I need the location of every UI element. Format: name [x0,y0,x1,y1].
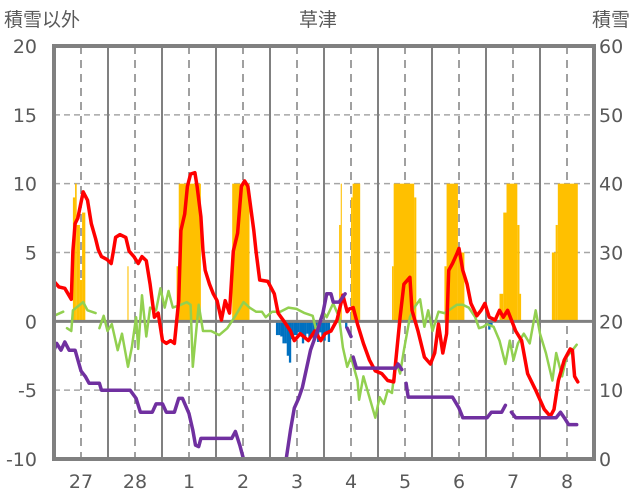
blue-bar [297,321,300,333]
left-axis-title: 積雪以外 [4,9,81,31]
blue-bar [306,321,309,334]
orange-bar [444,266,447,322]
blue-bar [282,321,285,344]
right-tick-label: 50 [599,105,623,127]
left-tick-label: -5 [18,380,37,402]
blue-bar [310,321,313,336]
x-tick-label: 3 [291,471,303,493]
orange-bar [517,224,520,322]
orange-bar [340,183,342,322]
series-lines [52,170,580,461]
plot-border [52,44,596,461]
orange-bar [178,183,201,322]
blue-bar [490,321,493,326]
right-tick-label: 20 [599,311,623,333]
orange-bar [127,266,129,322]
x-tick-label: 1 [183,471,195,493]
gridlines [54,46,594,459]
left-tick-label: -10 [6,449,37,471]
blue-bar [278,321,281,336]
orange-bar [232,183,250,322]
blue-bar [275,321,279,336]
purple-series-line [52,292,347,461]
blue-bar [323,321,326,341]
orange-bar [76,224,80,322]
x-tick-label: 5 [399,471,411,493]
green-series-line [98,287,578,419]
blue-bar [308,321,311,341]
x-tick-label: 2 [237,471,249,493]
orange-bar [506,183,518,322]
orange-bar [457,252,465,322]
right-tick-label: 30 [599,243,623,265]
orange-bar [392,266,394,322]
x-tick-label: 7 [507,471,519,493]
x-tick-label: 6 [453,471,465,493]
left-tick-label: 15 [13,105,37,127]
left-tick-label: 5 [25,243,37,265]
blue-bar [325,321,328,334]
x-tick-label: 8 [561,471,573,493]
purple-series-line [404,381,508,420]
orange-bar [499,293,504,322]
orange-bar [551,252,556,322]
red-series-line [52,170,580,419]
blue-bar [280,321,283,337]
purple-series-line [509,410,579,427]
x-tick-label: 27 [69,471,93,493]
right-tick-label: 40 [599,174,623,196]
blue-bar [321,321,324,337]
blue-bar [293,321,296,336]
orange-bar [555,224,558,322]
right-tick-label: 0 [599,449,611,471]
left-tick-label: 10 [13,174,37,196]
blue-bar [286,321,290,356]
blue-bar [299,321,302,336]
chart-title: 草津 [298,9,337,31]
purple-series-line [351,355,404,372]
plot-frame [52,44,596,461]
orange-bar [351,197,353,322]
left-tick-label: 0 [25,311,37,333]
blue-bar [288,321,292,363]
blue-bar [304,321,307,338]
purple-series-line [345,326,353,339]
blue-bar [284,321,287,344]
right-tick-label: 60 [599,36,623,58]
orange-bar [339,224,341,322]
orange-bar [519,293,522,322]
x-tick-label: 28 [123,471,147,493]
left-tick-label: 20 [13,36,37,58]
blue-bar [345,321,348,329]
orange-bar [352,183,361,322]
orange-bar [503,212,507,322]
orange-bar [79,280,83,322]
right-tick-label: 10 [599,380,623,402]
right-axis-title: 積雪 [591,9,630,31]
blue-bar [295,321,298,336]
x-tick-label: 4 [345,471,357,493]
blue-bar [291,321,294,340]
orange-bar [557,183,578,322]
orange-bar [414,197,417,322]
orange-bar [446,183,458,322]
green-series-line [65,300,97,333]
orange-bar [75,183,77,322]
orange-bar [82,212,86,322]
blue-bar [301,321,305,344]
